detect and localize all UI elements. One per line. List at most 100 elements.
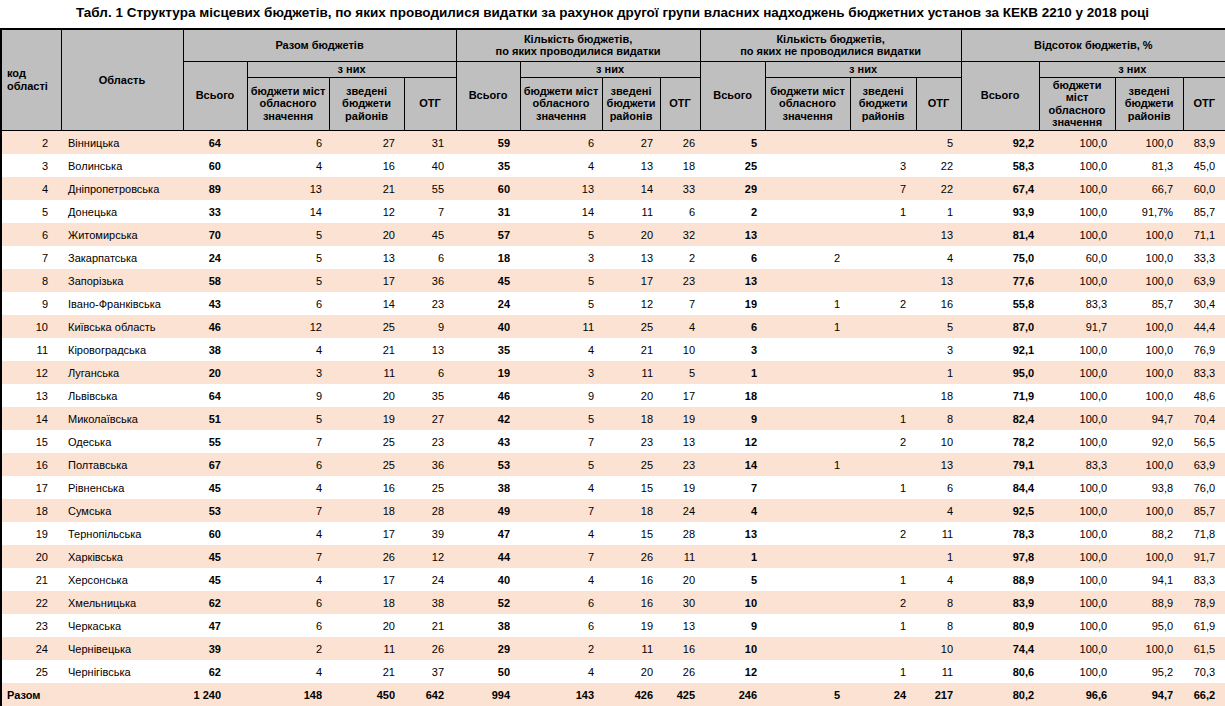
cell-value: 29 [700,177,765,200]
cell-value: 7 [520,499,602,522]
cell-value: 100,0 [1039,154,1115,177]
cell-value: 95,0 [1115,614,1183,637]
cell-value: 8 [916,591,961,614]
header-district-budgets-g3: зведені бюджети районів [850,77,916,131]
cell-value: 77,6 [961,269,1039,292]
cell-region-name: Закарпатська [61,246,183,269]
cell-value: 100,0 [1115,269,1183,292]
budget-structure-table: код області Область Разом бюджетів Кільк… [0,28,1225,706]
cell-value: 47 [183,614,247,637]
table-row: 17Рівненська4541625384151971684,4100,093… [1,476,1225,499]
cell-region-name: Полтавська [61,453,183,476]
cell-value: 45 [456,269,520,292]
cell-value: 23 [660,453,700,476]
cell-region-code: 16 [1,453,61,476]
cell-value: 18 [456,246,520,269]
cell-value: 51 [183,407,247,430]
cell-region-code: 3 [1,154,61,177]
cell-value: 5 [520,292,602,315]
cell-value: 6 [247,131,329,155]
cell-value: 45 [183,545,247,568]
cell-region-name: Чернігівська [61,660,183,683]
cell-value: 4 [520,568,602,591]
cell-value: 1 [850,614,916,637]
cell-value: 1 [916,200,961,223]
cell-value: 9 [247,384,329,407]
cell-value: 6 [520,591,602,614]
cell-value: 12 [700,660,765,683]
cell-region-name: Рівненська [61,476,183,499]
cell-region-code: 11 [1,338,61,361]
cell-region-name: Харківська [61,545,183,568]
cell-value: 13 [660,430,700,453]
cell-region-code: 8 [1,269,61,292]
cell-value: 36 [404,269,456,292]
cell-value: 100,0 [1115,131,1183,155]
cell-value: 7 [660,292,700,315]
cell-value: 20 [183,361,247,384]
cell-value: 5 [520,453,602,476]
cell-value: 20 [602,660,660,683]
cell-value: 28 [404,499,456,522]
cell-value: 6 [404,361,456,384]
cell-value [765,568,850,591]
cell-region-code: 19 [1,522,61,545]
cell-value: 8 [916,614,961,637]
cell-value: 71,9 [961,384,1039,407]
cell-region-code: 5 [1,200,61,223]
cell-value: 2 [850,522,916,545]
cell-value: 88,9 [1115,591,1183,614]
header-otg-g4: ОТГ [1183,77,1225,131]
cell-value: 38 [404,591,456,614]
cell-value: 6 [247,591,329,614]
cell-value [765,522,850,545]
cell-value [850,131,916,155]
total-value: 24 [850,683,916,706]
cell-value: 100,0 [1115,637,1183,660]
cell-value: 13 [660,614,700,637]
cell-value: 18 [700,384,765,407]
header-region: Область [61,29,183,131]
cell-value [765,338,850,361]
cell-value: 1 [765,292,850,315]
cell-value: 16 [329,154,404,177]
cell-region-code: 13 [1,384,61,407]
total-value: 96,6 [1039,683,1115,706]
cell-value: 11 [602,361,660,384]
cell-value: 40 [456,315,520,338]
cell-value [850,315,916,338]
cell-value: 44,4 [1183,315,1225,338]
cell-value: 3 [700,338,765,361]
cell-value: 22 [916,154,961,177]
cell-value: 2 [850,430,916,453]
cell-value: 71,8 [1183,522,1225,545]
header-region-code: код області [1,29,61,131]
cell-value: 4 [247,154,329,177]
cell-value: 44 [456,545,520,568]
cell-value: 19 [660,407,700,430]
cell-value: 5 [247,246,329,269]
cell-value: 3 [520,246,602,269]
cell-region-name: Донецька [61,200,183,223]
header-group-percent: Відсоток бюджетів, % [961,29,1225,61]
table-row: 19Тернопільська604173947415281321178,310… [1,522,1225,545]
cell-value: 100,0 [1039,407,1115,430]
cell-value: 35 [404,384,456,407]
cell-value: 11 [916,660,961,683]
cell-value: 5 [520,223,602,246]
cell-value: 49 [456,499,520,522]
cell-value: 23 [602,430,660,453]
cell-value: 1 [916,545,961,568]
cell-value: 5 [247,223,329,246]
table-row: 3Волинська604164035413182532258,3100,081… [1,154,1225,177]
cell-value [765,660,850,683]
cell-value [765,361,850,384]
cell-value: 23 [660,269,700,292]
cell-region-name: Луганська [61,361,183,384]
cell-value: 9 [520,384,602,407]
cell-value: 7 [850,177,916,200]
cell-region-name: Тернопільська [61,522,183,545]
cell-value: 16 [916,292,961,315]
cell-value: 93,8 [1115,476,1183,499]
cell-value: 83,3 [1039,292,1115,315]
